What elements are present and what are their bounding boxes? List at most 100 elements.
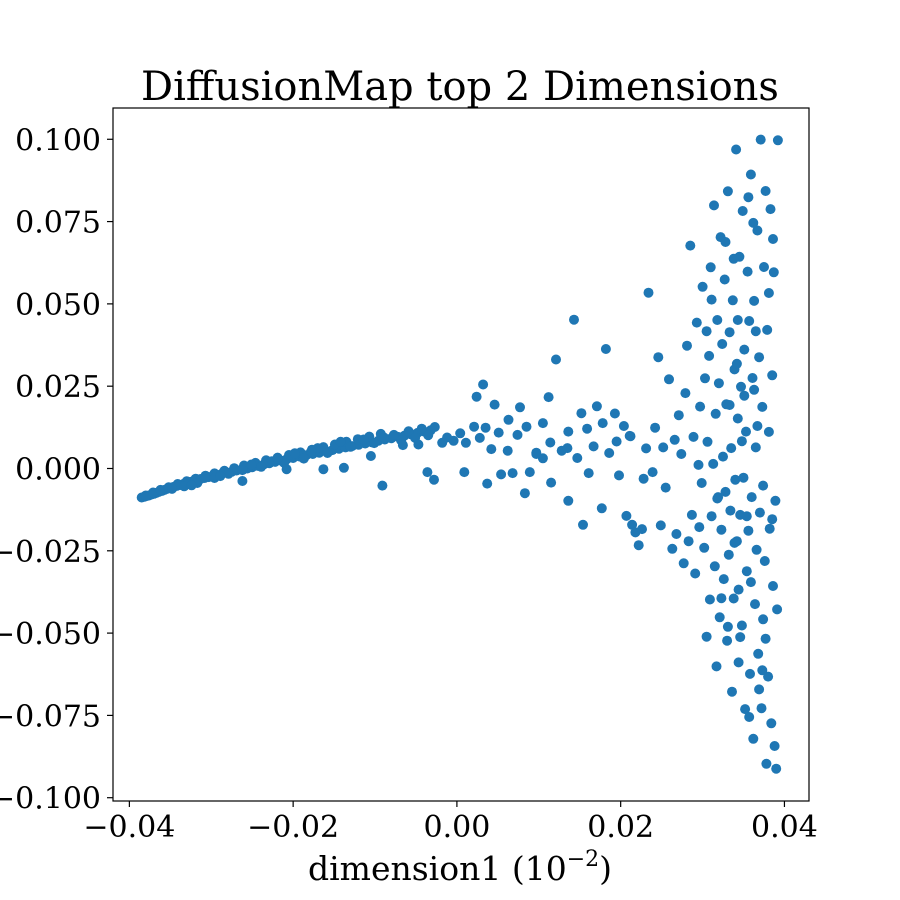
y-tick-label: 0.075 [15, 206, 101, 241]
data-point [741, 426, 751, 437]
data-point [298, 453, 309, 464]
data-point [697, 281, 708, 292]
data-point [531, 449, 542, 459]
data-point [429, 474, 439, 485]
data-point [413, 439, 424, 450]
data-point [215, 471, 226, 482]
data-point [621, 510, 632, 521]
data-point [569, 314, 579, 325]
data-point [480, 422, 491, 433]
y-tick-label: −0.100 [0, 782, 101, 817]
data-point [493, 427, 504, 438]
y-tick-label: −0.075 [0, 699, 101, 734]
plot-frame [112, 107, 810, 802]
data-point [322, 448, 333, 458]
data-point [403, 426, 414, 437]
data-point [762, 324, 773, 335]
data-point [701, 631, 712, 642]
data-point [281, 464, 292, 475]
data-point [588, 441, 599, 452]
data-point [546, 477, 557, 488]
data-point [200, 470, 211, 481]
data-point [738, 472, 749, 483]
data-point [737, 206, 748, 216]
data-point [713, 378, 724, 389]
data-point [358, 434, 369, 445]
data-point [641, 443, 652, 454]
data-point [683, 536, 694, 547]
data-point [223, 468, 234, 479]
data-point [701, 326, 712, 337]
data-point [345, 441, 356, 452]
data-point [745, 668, 755, 679]
data-point [422, 467, 433, 478]
data-point [256, 461, 267, 472]
data-point [706, 294, 717, 305]
data-point [455, 428, 466, 439]
data-point [754, 684, 765, 695]
data-point [722, 186, 733, 197]
data-point [750, 326, 761, 337]
data-point [730, 474, 741, 485]
data-point [717, 339, 728, 349]
data-point [604, 448, 615, 458]
data-point [727, 686, 737, 697]
y-tick-label: −0.025 [0, 535, 101, 570]
data-point [754, 352, 765, 363]
data-point [740, 704, 751, 715]
x-axis-label-suffix: ) [599, 849, 612, 888]
data-point [772, 604, 783, 615]
data-point [758, 480, 769, 491]
data-point [704, 350, 715, 361]
data-point [739, 344, 750, 355]
data-point [754, 507, 765, 518]
data-point [521, 421, 532, 432]
data-point [708, 458, 719, 469]
data-point [676, 449, 687, 459]
data-point [724, 327, 735, 338]
data-point [736, 436, 747, 447]
data-point [471, 391, 482, 402]
y-axis: −0.100 −0.075 −0.050 −0.025 0.000 0.025 0.050 0… [0, 123, 113, 817]
data-point [563, 426, 574, 437]
data-point [318, 464, 329, 475]
data-point [306, 446, 317, 457]
data-point [379, 432, 389, 443]
data-point [678, 558, 689, 569]
data-point [482, 478, 493, 489]
data-point [507, 468, 518, 479]
data-point [416, 423, 427, 434]
data-point [696, 478, 707, 488]
data-point [729, 537, 740, 548]
data-point [478, 379, 489, 390]
data-point [627, 519, 638, 530]
data-point [246, 459, 257, 470]
data-point [597, 418, 608, 429]
data-point [745, 169, 756, 180]
data-point [388, 429, 399, 440]
data-point [728, 593, 739, 604]
data-point [459, 467, 470, 478]
y-tick-label: 0.050 [15, 288, 101, 323]
data-point [609, 408, 620, 419]
data-point [429, 422, 440, 432]
y-tick-label: −0.050 [0, 617, 101, 652]
data-point [502, 445, 513, 456]
data-point [596, 503, 607, 514]
data-point [682, 340, 692, 351]
data-point [653, 352, 664, 363]
y-tick-label: 0.025 [15, 370, 101, 405]
data-point [690, 568, 701, 579]
data-point [755, 134, 766, 145]
data-point [760, 633, 771, 644]
data-point [760, 186, 771, 196]
data-point [633, 540, 644, 551]
data-point [537, 418, 548, 429]
data-point [771, 763, 782, 774]
data-point [758, 614, 769, 625]
data-point [624, 430, 635, 441]
data-point [673, 410, 684, 421]
data-point [686, 509, 697, 520]
data-point [582, 423, 593, 434]
data-point [763, 426, 774, 437]
